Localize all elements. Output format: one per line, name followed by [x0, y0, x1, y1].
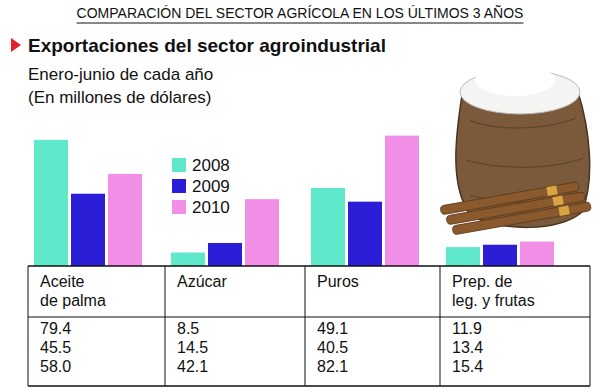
cigar-band: [558, 206, 569, 217]
category-label: Aceite de palma: [40, 273, 106, 309]
table-column-rule: [165, 266, 166, 386]
header-underline: [77, 23, 524, 24]
bar: [171, 253, 205, 267]
table-rule: [28, 317, 590, 318]
category-line: Puros: [317, 273, 359, 290]
title: Exportaciones del sector agroindustrial: [28, 35, 386, 56]
cigar-body: [452, 202, 591, 235]
bar: [71, 194, 105, 266]
category-line: leg. y frutas: [452, 292, 535, 309]
bar: [245, 199, 279, 266]
subtitle: (En millones de dólares): [28, 88, 211, 107]
data-label: 49.1: [317, 320, 348, 337]
sack-sugar-top: [475, 64, 555, 96]
legend-label: 2010: [192, 198, 230, 217]
data-label: 45.5: [40, 339, 71, 356]
table-top: [28, 265, 590, 267]
category-line: Prep. de: [452, 273, 513, 290]
data-label: 15.4: [452, 358, 483, 375]
legend-label: 2009: [192, 177, 230, 196]
table-bottom: [28, 385, 590, 387]
legend-swatch: [172, 200, 186, 214]
data-label: 13.4: [452, 339, 483, 356]
data-label: 40.5: [317, 339, 348, 356]
bar: [520, 242, 554, 266]
table-column-rule: [440, 266, 441, 386]
legend: 2008 2009 2010: [172, 156, 230, 217]
illustration: [440, 64, 591, 235]
data-label: 11.9: [452, 320, 482, 337]
category-line: Azúcar: [177, 273, 227, 290]
title-marker: [11, 38, 21, 52]
table-column-rule: [590, 266, 591, 386]
data-label: 58.0: [40, 358, 71, 375]
category-label: Azúcar: [177, 273, 227, 290]
bars: [34, 136, 554, 266]
category-line: de palma: [40, 292, 106, 309]
data-label: 82.1: [317, 358, 348, 375]
cigar-band: [546, 186, 557, 197]
data-label: 79.4: [40, 320, 71, 337]
table-column-rule: [305, 266, 306, 386]
bar: [483, 245, 517, 266]
bar: [311, 188, 345, 266]
bar: [34, 140, 68, 266]
data-label: 14.5: [177, 339, 208, 356]
category-label: Puros: [317, 273, 359, 290]
data-label: 8.5: [177, 320, 199, 337]
bar: [385, 136, 419, 266]
cigar: [452, 202, 591, 235]
header-title: COMPARACIÓN DEL SECTOR AGRÍCOLA EN LOS Ú…: [77, 5, 524, 21]
chart: COMPARACIÓN DEL SECTOR AGRÍCOLA EN LOS Ú…: [0, 0, 600, 390]
legend-swatch: [172, 158, 186, 172]
bar: [108, 174, 142, 266]
legend-swatch: [172, 179, 186, 193]
category-label: Prep. de leg. y frutas: [452, 273, 535, 309]
subtitle: Enero-junio de cada año: [28, 65, 213, 84]
bar: [348, 202, 382, 266]
category-line: Aceite: [40, 273, 85, 290]
table: Aceite de palma 79.4 45.5 58.0 Azúcar 8.5 14.5 4…: [28, 266, 590, 386]
table-column-rule: [28, 266, 29, 386]
legend-label: 2008: [192, 156, 230, 175]
cigar-band: [552, 196, 563, 207]
bar: [446, 247, 480, 266]
bar: [208, 243, 242, 266]
data-label: 42.1: [177, 358, 208, 375]
